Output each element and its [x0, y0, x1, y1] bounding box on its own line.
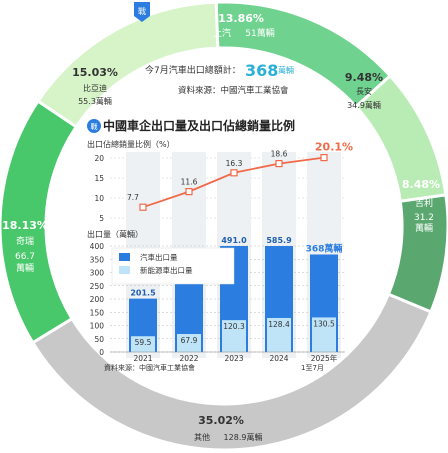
slice-pct-shangqi: 13.86%: [218, 12, 264, 25]
title-badge-text: 戰: [91, 122, 98, 131]
slice-name-other: 其他: [194, 432, 210, 442]
line-ytick-label: 15: [94, 174, 104, 183]
x-tick-label: 2023: [224, 354, 243, 363]
inner-chart-title: 中國車企出口量及出口佔總銷量比例: [103, 118, 295, 133]
bar-export-label: 368萬輛: [306, 242, 343, 254]
bar-series: 201.559.5311.167.9491.0120.3585.9128.436…: [110, 236, 345, 353]
line-point: [139, 203, 147, 211]
x-tick-label: 2021: [133, 354, 152, 363]
bar-ytick-label: 150: [90, 308, 105, 317]
line-ylabel: 出口佔總銷量比例（%）: [87, 139, 175, 149]
line-value-label: 7.7: [127, 193, 139, 202]
slice-name-changan: 長安: [356, 86, 372, 96]
slice-name-byd: 比亞迪: [83, 83, 107, 93]
slice-label-geely: 8.48% 吉利 31.2 萬輛: [402, 178, 440, 234]
line-point: [185, 188, 193, 196]
legend-box: [111, 247, 235, 285]
slice-pct-changan: 9.48%: [345, 71, 383, 84]
bar-source: 資料來源：中國汽車工業協會: [104, 363, 195, 372]
title-badge: [87, 119, 101, 133]
line-y-axis: 20 15 10 5: [94, 154, 104, 223]
slice-pct-geely: 8.48%: [402, 178, 440, 191]
inner-chart-panel: 戰 中國車企出口量及出口佔總銷量比例 出口佔總銷量比例（%） 20 15 10 5 7…: [87, 118, 353, 372]
bar-ytick-label: 400: [90, 242, 105, 251]
bar-nev: [312, 317, 336, 352]
bar-ytick-label: 0: [99, 348, 104, 357]
legend-swatch-nev: [119, 266, 130, 274]
slice-label-chery: 18.13% 奇瑞 66.7 萬輛: [2, 219, 48, 274]
total-prefix: 今7月汽車出口總額計：: [145, 64, 241, 76]
bar-nev: [222, 320, 246, 352]
total-source: 資料來源：中國汽車工業協會: [178, 85, 289, 96]
line-ytick-label: 20: [94, 154, 104, 163]
total-value: 368: [245, 61, 278, 80]
bar-nev-label: 130.5: [313, 319, 335, 328]
line-value-label: 11.6: [181, 178, 198, 187]
legend-label-nev: 新能源車出口量: [140, 265, 193, 275]
bar-export-label: 201.5: [130, 289, 156, 298]
legend-swatch-export: [119, 253, 130, 261]
slice-label-shangqi: 13.86% 上汽 51萬輛: [213, 12, 275, 39]
slice-value-shangqi: 51萬輛: [245, 27, 274, 39]
x-note: 1至7月: [301, 364, 324, 372]
line-value-label: 16.3: [226, 159, 243, 168]
x-tick-label: 2025年: [311, 353, 338, 363]
bar-ytick-label: 50: [94, 335, 104, 344]
slice-pct-chery: 18.13%: [2, 219, 48, 232]
line-series: 7.7 11.6 16.3 18.6 20.1%: [127, 141, 353, 211]
line-ytick-label: 10: [94, 194, 104, 203]
slice-name-shangqi: 上汽: [213, 27, 231, 39]
slice-label-changan: 9.48% 長安 34.9萬輛: [345, 71, 383, 110]
bar-legend: 汽車出口量 新能源車出口量: [111, 247, 235, 285]
badge-text: 戰: [138, 6, 146, 16]
slice-value-geely-unit: 萬輛: [415, 222, 433, 234]
bar-ytick-label: 350: [90, 255, 105, 264]
bar-ytick-label: 250: [90, 282, 105, 291]
legend-label-export: 汽車出口量: [140, 252, 178, 262]
bar-ytick-label: 100: [90, 322, 105, 331]
slice-label-other: 35.02% 其他 128.9萬輛: [194, 414, 262, 442]
total-unit: 萬輛: [278, 65, 294, 75]
slice-value-chery-unit: 萬輛: [16, 262, 34, 274]
slice-value-changan: 34.9萬輛: [347, 100, 381, 110]
bar-ytick-label: 300: [90, 269, 105, 278]
line-ytick-label: 5: [99, 214, 104, 223]
line-value-label: 18.6: [271, 150, 288, 159]
slice-pct-byd: 15.03%: [72, 66, 118, 79]
line-point: [275, 160, 283, 168]
bar-ylabel: 出口量（萬輛）: [87, 229, 143, 239]
bar-y-axis: 400 350 300 250 200 150 100 50 0: [90, 242, 105, 357]
bar-nev: [267, 317, 291, 352]
slice-value-other: 128.9萬輛: [224, 432, 263, 442]
bar-nev-label: 120.3: [223, 322, 245, 331]
line-point: [320, 154, 328, 162]
slice-name-chery: 奇瑞: [16, 235, 34, 247]
bar-nev-label: 59.5: [135, 338, 152, 347]
bar-nev-label: 128.4: [268, 320, 290, 329]
total-header: 今7月汽車出口總額計： 368 萬輛 資料來源：中國汽車工業協會: [145, 61, 294, 96]
slice-value-chery-number: 66.7: [15, 252, 35, 262]
line-point: [230, 169, 238, 177]
bar-nev: [177, 334, 201, 352]
badge-shape: [134, 2, 150, 22]
bar-export-label: 491.0: [221, 236, 247, 245]
x-tick-label: 2024: [269, 354, 288, 363]
slice-value-byd: 55.3萬輛: [78, 96, 112, 106]
x-tick-label: 2022: [179, 354, 198, 363]
brand-badge: 戰: [134, 2, 150, 22]
line-value-label: 20.1%: [315, 141, 353, 154]
bar-nev: [131, 336, 155, 352]
bar-export-label: 585.9: [266, 236, 292, 245]
bar-nev-label: 67.9: [181, 336, 198, 345]
slice-label-byd: 15.03% 比亞迪 55.3萬輛: [72, 66, 118, 106]
slice-pct-other: 35.02%: [198, 414, 244, 427]
bar-ytick-label: 200: [90, 295, 105, 304]
slice-name-geely: 吉利: [415, 197, 433, 209]
slice-value-geely-number: 31.2: [414, 213, 434, 223]
x-axis-labels: 2021 2022 2023 2024 2025年: [133, 353, 337, 363]
